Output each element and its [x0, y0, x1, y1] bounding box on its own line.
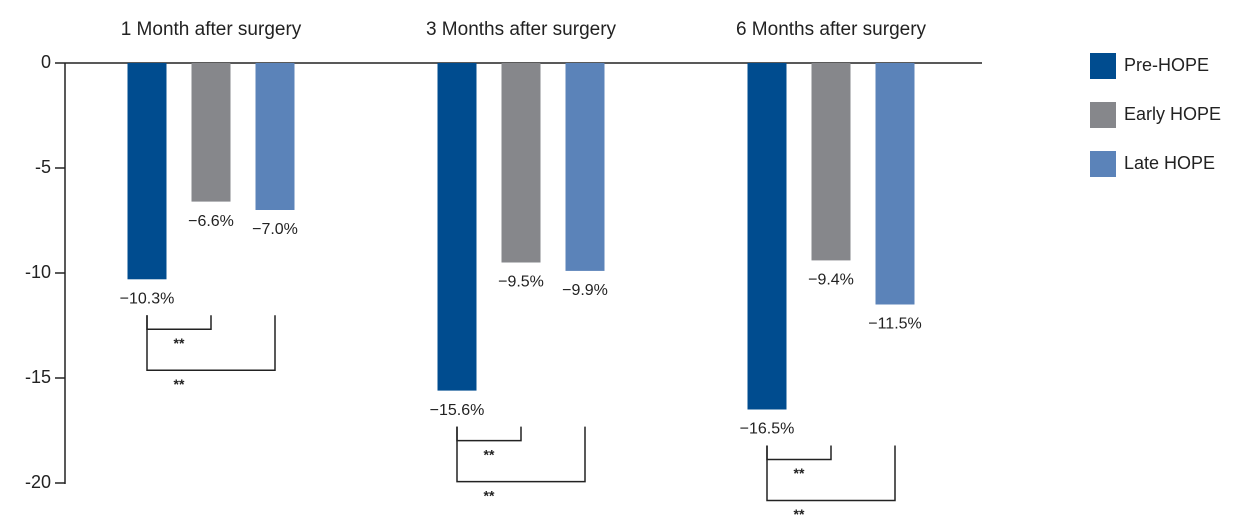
category-label: 6 Months after surgery [736, 19, 927, 40]
significance-bracket [766, 445, 832, 461]
bar [437, 63, 477, 391]
significance-label: ** [174, 376, 185, 392]
significance-label: ** [484, 446, 495, 462]
value-label: −16.5% [740, 421, 795, 438]
value-label: −7.0% [252, 221, 298, 238]
y-tick-label: -20 [25, 472, 51, 492]
significance-bracket [146, 315, 212, 331]
significance-label: ** [794, 506, 805, 521]
significance-bracket [146, 315, 276, 372]
legend-swatch [1090, 102, 1116, 128]
bar [565, 63, 605, 271]
value-label: −9.5% [498, 274, 544, 291]
category-label: 3 Months after surgery [426, 19, 617, 40]
significance-bracket [766, 445, 896, 502]
significance-label: ** [174, 335, 185, 351]
value-label: −9.4% [808, 272, 854, 289]
value-label: −15.6% [430, 402, 485, 419]
significance-bracket [456, 426, 586, 483]
legend-swatch [1090, 53, 1116, 79]
bar [747, 63, 787, 410]
significance-label: ** [794, 465, 805, 481]
category-label: 1 Month after surgery [121, 19, 302, 40]
legend-label: Late HOPE [1124, 153, 1215, 173]
y-tick-label: -5 [35, 157, 51, 177]
y-tick-label: -15 [25, 367, 51, 387]
bar [875, 63, 915, 305]
value-label: −6.6% [188, 213, 234, 230]
significance-bracket [456, 426, 522, 442]
legend-label: Early HOPE [1124, 104, 1221, 124]
legend-label: Pre-HOPE [1124, 55, 1209, 75]
value-label: −11.5% [868, 316, 922, 333]
significance-label: ** [484, 487, 495, 503]
bar [501, 63, 541, 263]
y-tick-label: -10 [25, 262, 51, 282]
bar [191, 63, 231, 202]
value-label: −10.3% [120, 291, 175, 308]
bar [255, 63, 295, 210]
bar [127, 63, 167, 280]
value-label: −9.9% [562, 282, 608, 299]
y-tick-label: 0 [41, 52, 51, 72]
legend-swatch [1090, 151, 1116, 177]
bar [811, 63, 851, 261]
